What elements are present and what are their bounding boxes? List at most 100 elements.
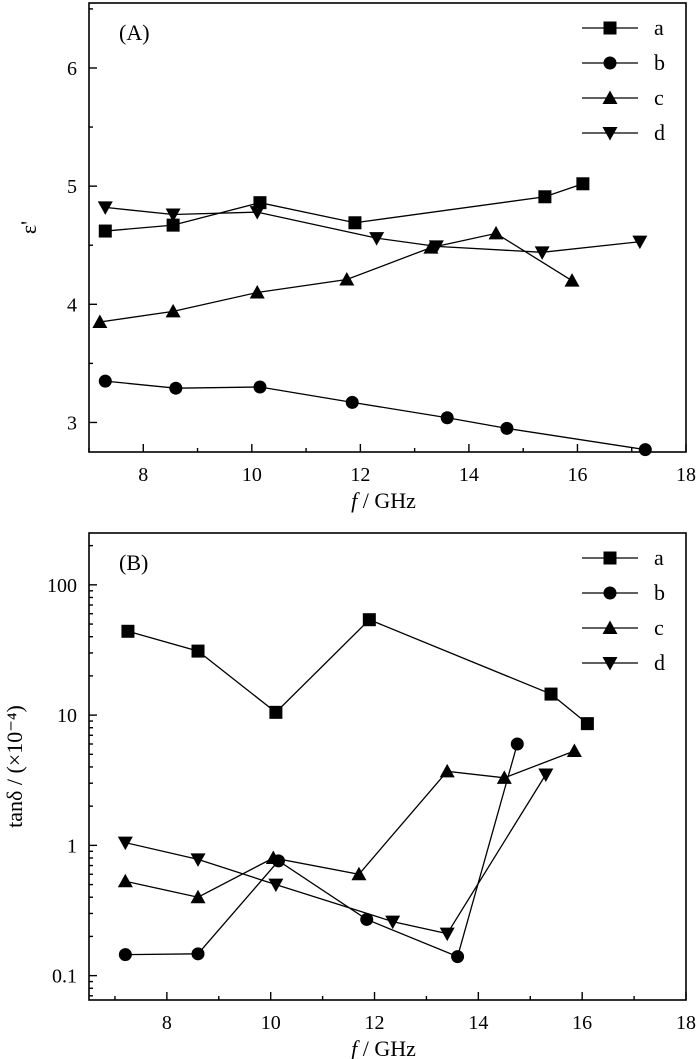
data-point: [500, 421, 514, 435]
data-point: [191, 947, 205, 961]
series-line: [125, 743, 518, 958]
data-point: [191, 644, 205, 658]
legend-marker: [603, 21, 617, 35]
y-tick-label: 1: [67, 835, 77, 857]
series-c: [117, 743, 582, 904]
data-point: [345, 395, 359, 409]
series-d: [97, 201, 648, 260]
data-point: [440, 411, 454, 425]
data-point: [190, 889, 206, 904]
data-point: [253, 196, 267, 210]
plot-frame: [88, 2, 687, 453]
x-tick-label: 12: [350, 464, 370, 486]
x-tick-label: 16: [567, 464, 587, 486]
x-axis-title: f / GHz: [351, 1036, 416, 1059]
data-point: [165, 303, 181, 318]
series-line: [125, 750, 575, 898]
y-tick-label: 0.1: [52, 966, 77, 988]
x-tick-label: 12: [365, 1012, 385, 1034]
series-line: [105, 380, 646, 451]
legend-entry-a: a: [582, 545, 664, 570]
data-point: [360, 912, 374, 926]
data-point: [496, 770, 512, 784]
y-tick-label: 6: [67, 58, 77, 80]
legend-label: a: [654, 15, 664, 40]
data-point: [269, 705, 283, 719]
data-point: [166, 218, 180, 232]
data-point: [580, 717, 594, 731]
y-tick-label: 100: [47, 575, 77, 597]
legend-entry-c: c: [582, 615, 664, 640]
data-point: [165, 208, 181, 223]
x-tick-label: 16: [572, 1012, 592, 1034]
y-tick-label: 10: [57, 705, 77, 727]
series-a: [121, 613, 594, 731]
panel-b: 8 10 12 14 16 18 0.1 1 10 100 (B) f / GHz tanδ / (×1…: [2, 532, 696, 1059]
y-tick-label: 3: [67, 412, 77, 434]
panel-label: (B): [119, 550, 148, 575]
x-axis-title-symbol: f: [351, 1036, 360, 1059]
legend-entry-d: d: [582, 120, 665, 145]
data-point: [268, 878, 284, 893]
legend-marker: [603, 586, 617, 600]
legend-label: b: [654, 580, 665, 605]
legend-entry-b: b: [582, 50, 665, 75]
x-tick-label: 18: [676, 464, 696, 486]
plot-frame: [88, 532, 687, 1001]
legend-marker: [602, 90, 618, 104]
x-tick-label: 14: [468, 1012, 488, 1034]
data-point: [117, 836, 133, 851]
series-c: [92, 225, 580, 329]
data-point: [249, 206, 265, 220]
data-point: [510, 737, 524, 751]
series-a: [98, 177, 590, 238]
legend-marker: [603, 551, 617, 565]
legend-entry-a: a: [582, 15, 664, 40]
data-point: [564, 273, 580, 287]
data-point: [362, 613, 376, 627]
x-tick-label: 18: [676, 1012, 696, 1034]
data-point: [566, 743, 582, 758]
data-point: [439, 763, 455, 778]
data-point: [118, 948, 132, 962]
data-point: [253, 380, 267, 394]
x-axis-title: f / GHz: [351, 488, 416, 513]
data-point: [428, 240, 444, 254]
x-tick-label: 10: [261, 1012, 281, 1034]
x-axis-title-unit: / GHz: [357, 1036, 416, 1059]
legend-marker: [602, 657, 618, 671]
data-point: [632, 235, 648, 250]
data-point: [97, 201, 113, 215]
legend-entry-d: d: [582, 650, 665, 675]
data-point: [544, 687, 558, 701]
data-point: [538, 190, 552, 204]
legend-label: b: [654, 50, 665, 75]
series-d: [117, 768, 554, 942]
series-line: [125, 774, 547, 935]
data-point: [369, 232, 385, 246]
legend-entry-c: c: [582, 85, 664, 110]
legend-label: d: [654, 120, 665, 145]
legend-label: d: [654, 650, 665, 675]
data-point: [348, 216, 362, 230]
data-point: [351, 866, 367, 881]
x-axis-title-symbol: f: [351, 488, 360, 513]
data-point: [249, 284, 265, 299]
series-b: [118, 737, 524, 964]
series-b: [98, 374, 652, 457]
data-point: [265, 850, 281, 864]
legend-marker: [603, 56, 617, 70]
legend-label: c: [654, 615, 664, 640]
data-point: [98, 224, 112, 238]
data-point: [385, 915, 401, 930]
data-point: [538, 768, 554, 782]
panel-label: (A): [119, 20, 150, 45]
data-point: [576, 177, 590, 191]
x-tick-label: 8: [162, 1012, 172, 1034]
legend-entry-b: b: [582, 580, 665, 605]
legend-label: a: [654, 545, 664, 570]
data-point: [339, 271, 355, 286]
data-point: [638, 443, 652, 457]
